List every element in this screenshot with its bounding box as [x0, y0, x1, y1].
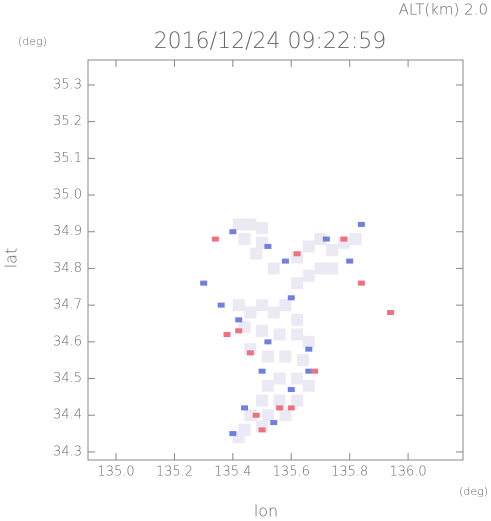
x-tick-label: 135.0: [97, 465, 134, 480]
radar-cell: [287, 387, 295, 393]
radar-cell: [261, 409, 274, 422]
x-tick-label: 135.8: [331, 465, 368, 480]
radar-cell: [276, 405, 284, 411]
y-unit: (deg): [18, 35, 47, 48]
y-tick-label: 34.4: [53, 408, 82, 423]
radar-cell: [322, 236, 330, 242]
radar-cell: [232, 218, 245, 231]
radar-cell: [291, 277, 304, 290]
radar-cell: [256, 394, 269, 407]
radar-cell: [270, 420, 278, 426]
y-tick-label: 34.7: [53, 298, 82, 313]
radar-cell: [357, 221, 365, 227]
radar-cell: [235, 317, 243, 323]
radar-cell: [357, 280, 365, 286]
radar-cell: [267, 262, 280, 275]
radar-cell: [279, 350, 292, 363]
radar-cell: [387, 309, 395, 315]
radar-cell: [302, 379, 315, 392]
radar-cell: [279, 409, 292, 422]
radar-cell: [349, 233, 362, 246]
radar-cell: [256, 299, 269, 312]
y-tick-label: 34.3: [53, 444, 82, 459]
radar-cell: [273, 372, 286, 385]
altitude-label: ALT(km) 2.0: [399, 1, 488, 19]
y-tick-label: 35.3: [53, 77, 82, 92]
chart-title: 2016/12/24 09:22:59: [154, 29, 387, 54]
y-tick-label: 34.9: [53, 224, 82, 239]
radar-cell: [302, 335, 315, 348]
radar-cell: [311, 368, 319, 374]
radar-cell: [250, 247, 263, 260]
x-tick-label: 135.4: [214, 465, 251, 480]
x-unit: (deg): [459, 485, 488, 498]
radar-cell: [244, 306, 257, 319]
radar-cell: [244, 409, 257, 422]
y-tick-label: 34.6: [53, 334, 82, 349]
radar-cell: [235, 328, 243, 334]
radar-cell: [287, 405, 295, 411]
radar-cell: [232, 299, 245, 312]
radar-cell: [246, 350, 254, 356]
y-axis-label: lat: [2, 248, 21, 269]
radar-cell: [291, 372, 304, 385]
radar-cell: [261, 350, 274, 363]
radar-cell: [305, 346, 313, 352]
radar-cell: [305, 368, 313, 374]
radar-cell: [244, 218, 257, 231]
radar-cell: [261, 379, 274, 392]
radar-cell: [346, 258, 354, 264]
x-tick-label: 135.2: [156, 465, 193, 480]
plot-frame: [87, 59, 464, 461]
radar-cell: [326, 262, 339, 275]
radar-cell: [296, 354, 309, 367]
radar-cell: [293, 251, 301, 257]
y-tick-label: 35.0: [53, 188, 82, 203]
radar-cell: [256, 222, 269, 235]
radar-cell: [291, 328, 304, 341]
radar-cell: [238, 233, 251, 246]
x-axis-label: lon: [254, 502, 278, 521]
radar-cell: [258, 368, 266, 374]
radar-cell: [291, 313, 304, 326]
radar-cell: [340, 236, 348, 242]
radar-cell: [273, 328, 286, 341]
radar-cell: [256, 324, 269, 337]
radar-cell: [264, 243, 272, 249]
x-tick-label: 135.6: [273, 465, 310, 480]
y-tick-label: 35.1: [53, 151, 82, 166]
radar-cell: [302, 269, 315, 282]
radar-cell: [291, 394, 304, 407]
radar-cell: [267, 306, 280, 319]
radar-cell: [211, 236, 219, 242]
y-tick-label: 34.8: [53, 261, 82, 276]
radar-cell: [264, 339, 272, 345]
radar-cell: [279, 299, 292, 312]
radar-cell: [200, 280, 208, 286]
y-tick-label: 34.5: [53, 371, 82, 386]
radar-cell: [241, 405, 249, 411]
radar-cell: [287, 295, 295, 301]
radar-cell: [302, 240, 315, 253]
y-tick-label: 35.2: [53, 114, 82, 129]
x-tick-label: 136.0: [389, 465, 426, 480]
radar-cell: [217, 302, 225, 308]
radar-cell: [229, 229, 237, 235]
radar-cell: [223, 331, 231, 337]
radar-cell: [314, 233, 327, 246]
radar-cell: [281, 258, 289, 264]
radar-cell: [326, 244, 339, 257]
radar-cell: [252, 412, 260, 418]
radar-cell: [258, 427, 266, 433]
radar-cell: [273, 394, 286, 407]
radar-cell: [314, 262, 327, 275]
radar-cell: [229, 431, 237, 437]
